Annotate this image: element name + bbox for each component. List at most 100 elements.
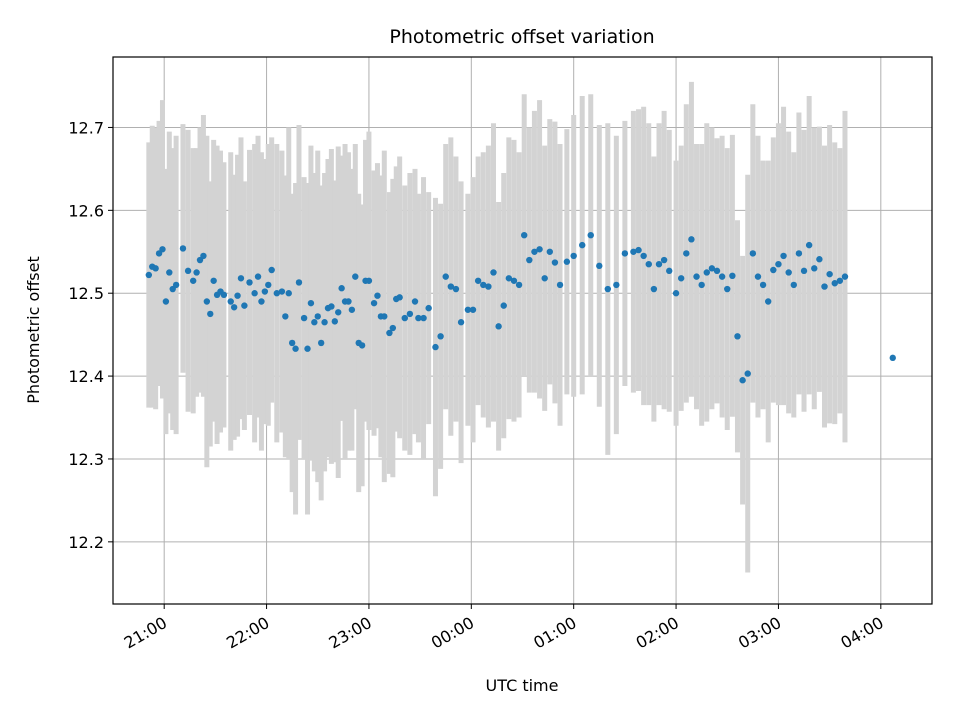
data-point (265, 281, 272, 289)
data-point (321, 319, 328, 326)
data-point (285, 290, 292, 297)
data-point (300, 314, 308, 322)
data-point (754, 273, 762, 280)
data-point (613, 281, 620, 289)
data-point (485, 283, 492, 290)
data-point (596, 262, 603, 270)
data-point (317, 339, 325, 347)
data-point (251, 290, 258, 297)
data-point (759, 281, 767, 289)
data-point (635, 246, 642, 254)
data-point (261, 288, 269, 295)
data-point (314, 313, 321, 320)
data-point (370, 299, 378, 307)
data-point (505, 275, 513, 282)
data-point (389, 324, 397, 332)
data-point (457, 319, 465, 326)
data-point (227, 298, 234, 305)
data-point (510, 277, 518, 284)
data-point (331, 318, 339, 325)
data-point (210, 277, 217, 284)
data-point (307, 299, 315, 307)
data-point (683, 250, 690, 257)
data-point (785, 269, 792, 276)
data-point (677, 275, 685, 282)
y-tick-label: 12.5 (68, 284, 104, 303)
data-point (780, 252, 787, 260)
data-point (515, 281, 523, 289)
data-point (536, 246, 543, 253)
data-point (541, 275, 548, 282)
data-point (666, 267, 673, 275)
data-point (464, 306, 472, 313)
data-point (365, 277, 373, 284)
data-point (645, 260, 652, 268)
data-point (556, 281, 564, 289)
data-point (688, 236, 695, 243)
data-point (703, 269, 710, 276)
data-point (437, 333, 444, 340)
data-point (200, 252, 207, 260)
data-point (220, 291, 228, 299)
data-point (765, 298, 772, 305)
data-point (237, 275, 245, 282)
data-point (570, 252, 577, 260)
x-axis-label: UTC time (486, 676, 559, 695)
data-point (724, 285, 731, 293)
data-point (744, 370, 751, 377)
data-point (551, 259, 559, 266)
data-point (179, 245, 187, 252)
data-point (152, 265, 159, 272)
y-tick-label: 12.3 (68, 450, 104, 469)
data-point (526, 256, 533, 264)
data-point (604, 285, 612, 293)
data-point (579, 241, 586, 249)
data-point (630, 248, 637, 255)
data-point (713, 267, 721, 275)
data-point (189, 277, 197, 284)
data-point (546, 248, 553, 255)
y-tick-label: 12.4 (68, 367, 104, 386)
data-point (452, 285, 460, 293)
data-point (207, 310, 214, 318)
data-point (230, 304, 238, 311)
data-point (474, 277, 482, 284)
data-point (693, 273, 700, 280)
data-point (374, 292, 381, 299)
data-point (338, 285, 345, 292)
data-point (335, 309, 342, 316)
data-point (587, 231, 594, 239)
data-point (401, 314, 408, 322)
data-point (795, 250, 803, 257)
data-point (328, 303, 335, 310)
data-point (841, 273, 849, 280)
data-point (790, 281, 797, 289)
data-point (490, 269, 497, 276)
data-point (145, 271, 153, 279)
data-point (411, 298, 419, 305)
data-point (352, 273, 359, 280)
data-point (800, 267, 808, 275)
data-points (145, 231, 896, 384)
data-point (640, 252, 647, 260)
data-point (172, 281, 180, 289)
data-point (672, 290, 680, 297)
data-point (563, 258, 571, 265)
data-point (698, 281, 705, 289)
data-point (254, 273, 262, 280)
data-point (432, 343, 439, 351)
data-point (621, 250, 629, 257)
data-point (447, 283, 455, 290)
plot-frame (112, 56, 933, 605)
data-point (166, 269, 173, 276)
data-point (159, 246, 166, 253)
data-point (345, 298, 352, 305)
y-tick-label: 12.6 (68, 201, 104, 220)
data-point (655, 260, 663, 268)
data-point (521, 231, 528, 239)
data-point (193, 269, 200, 276)
data-point (348, 306, 356, 313)
y-axis-label: Photometric offset (24, 256, 43, 404)
data-point (770, 266, 777, 274)
data-point (420, 314, 427, 322)
